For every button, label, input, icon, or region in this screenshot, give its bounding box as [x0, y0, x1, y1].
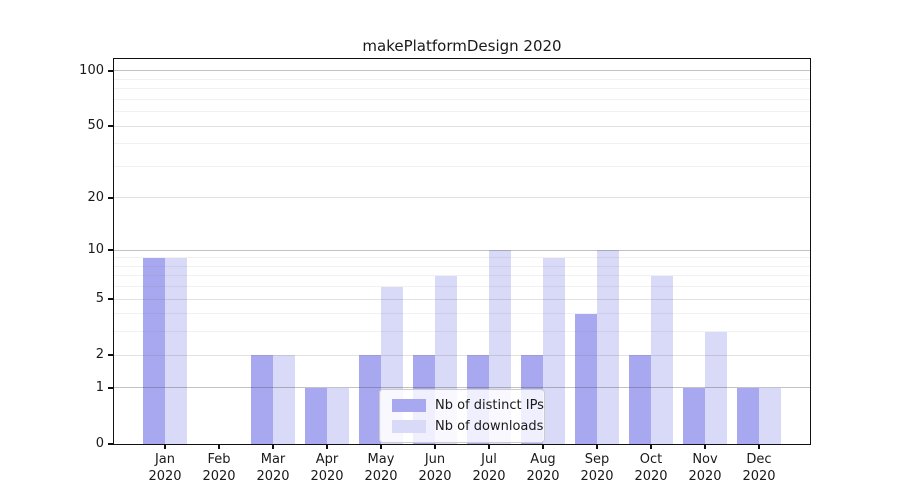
bar-downloads: [273, 355, 295, 444]
x-tick-year: 2020: [742, 468, 776, 484]
x-tick: [434, 444, 436, 449]
y-tick: [108, 298, 114, 300]
x-tick-label: Nov 2020: [688, 452, 721, 485]
y-tick: [108, 249, 114, 251]
x-tick: [326, 444, 328, 449]
bar-downloads: [165, 257, 187, 444]
x-tick-year: 2020: [580, 468, 614, 484]
legend: Nb of distinct IPs Nb of downloads: [379, 389, 545, 443]
y-tick-label: 0: [95, 436, 104, 451]
x-tick-label: May 2020: [364, 452, 397, 485]
x-tick-year: 2020: [148, 468, 182, 484]
x-tick-month: Aug: [530, 452, 556, 467]
y-tick: [108, 125, 114, 127]
x-tick-month: Nov: [692, 452, 718, 467]
x-tick: [488, 444, 490, 449]
bar-downloads: [327, 387, 349, 444]
bar-downloads: [705, 331, 727, 444]
y-tick-label: 1: [95, 379, 104, 395]
bar-distinct-ips: [629, 355, 651, 444]
x-tick-label: Jun 2020: [418, 452, 451, 485]
x-tick-month: Oct: [639, 452, 663, 467]
bar-distinct-ips: [737, 387, 759, 444]
x-tick: [164, 444, 166, 449]
legend-label-downloads: Nb of downloads: [435, 419, 544, 434]
x-tick-year: 2020: [310, 468, 344, 484]
bar-downloads: [651, 275, 673, 444]
chart-title: makePlatformDesign 2020: [362, 37, 562, 55]
x-tick-month: Jul: [481, 452, 497, 467]
x-tick-label: Jan 2020: [148, 452, 181, 485]
legend-item-distinct-ips: Nb of distinct IPs: [392, 395, 544, 416]
bars-layer: [114, 59, 810, 444]
y-tick: [108, 70, 114, 72]
y-tick: [108, 354, 114, 356]
x-tick: [650, 444, 652, 449]
x-tick-month: Jan: [154, 452, 176, 467]
x-tick-label: Dec 2020: [742, 452, 775, 485]
bar-downloads: [759, 387, 781, 444]
plot-area: Nb of distinct IPs Nb of downloads: [113, 58, 811, 445]
x-tick-year: 2020: [472, 468, 506, 484]
x-tick-year: 2020: [202, 468, 236, 484]
x-tick-year: 2020: [526, 468, 560, 484]
x-tick: [380, 444, 382, 449]
bar-distinct-ips: [251, 355, 273, 444]
bar-distinct-ips: [683, 387, 705, 444]
x-tick: [758, 444, 760, 449]
x-tick-label: Aug 2020: [526, 452, 559, 485]
y-tick-label: 10: [87, 242, 104, 258]
bar-downloads: [597, 250, 619, 444]
y-tick-label: 20: [87, 189, 104, 205]
legend-label-distinct-ips: Nb of distinct IPs: [435, 398, 544, 413]
x-tick: [596, 444, 598, 449]
x-tick-month: May: [367, 452, 395, 467]
bar-downloads: [543, 257, 565, 444]
x-tick: [272, 444, 274, 449]
x-tick: [218, 444, 220, 449]
x-tick: [542, 444, 544, 449]
x-tick-label: Apr 2020: [310, 452, 343, 485]
x-tick-year: 2020: [418, 468, 452, 484]
y-tick-label: 2: [95, 347, 104, 363]
x-tick-month: Apr: [315, 452, 339, 467]
x-tick-label: Jul 2020: [472, 452, 505, 485]
legend-swatch-distinct-ips: [392, 399, 426, 412]
x-tick: [704, 444, 706, 449]
x-tick-label: Oct 2020: [634, 452, 667, 485]
bar-distinct-ips: [143, 257, 165, 444]
bar-distinct-ips: [305, 387, 327, 444]
y-tick-label: 5: [95, 291, 104, 307]
x-tick-month: Mar: [260, 452, 286, 467]
bar-distinct-ips: [359, 355, 381, 444]
x-tick-label: Feb 2020: [202, 452, 235, 485]
x-tick-year: 2020: [634, 468, 668, 484]
x-tick-label: Sep 2020: [580, 452, 613, 485]
y-tick: [108, 197, 114, 199]
x-tick-year: 2020: [688, 468, 722, 484]
y-tick-label: 100: [79, 62, 104, 78]
x-tick-month: Jun: [424, 452, 446, 467]
x-tick-month: Dec: [746, 452, 772, 467]
x-tick-label: Mar 2020: [256, 452, 289, 485]
x-tick-year: 2020: [364, 468, 398, 484]
x-tick-month: Sep: [584, 452, 610, 467]
x-tick-year: 2020: [256, 468, 290, 484]
x-tick-month: Feb: [207, 452, 231, 467]
legend-swatch-downloads: [392, 420, 426, 433]
y-tick: [108, 443, 114, 445]
y-tick: [108, 387, 114, 389]
y-tick-label: 50: [87, 118, 104, 134]
bar-distinct-ips: [575, 313, 597, 444]
legend-item-downloads: Nb of downloads: [392, 416, 543, 437]
